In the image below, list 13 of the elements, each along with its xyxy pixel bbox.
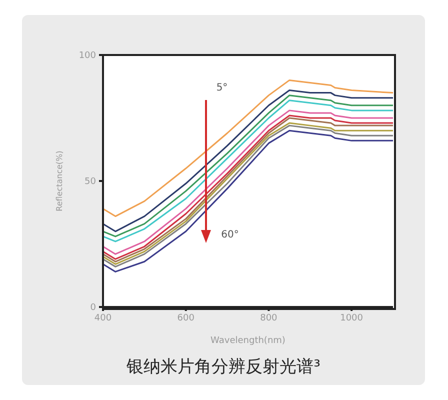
text: 银纳米片角分辨反射光谱³ <box>126 356 322 378</box>
x-tick-label: 600 <box>177 313 195 324</box>
y-tick-label: 50 <box>84 177 96 188</box>
x-tick-label: 800 <box>260 313 278 324</box>
x-tick-label: 1000 <box>340 313 364 324</box>
y-tick-label: 100 <box>78 51 96 62</box>
annotation: 5° <box>216 82 228 94</box>
y-tick-label: 0 <box>90 303 96 314</box>
annotation: 60° <box>221 230 239 241</box>
line-series <box>103 79 393 218</box>
x-tick-label: 400 <box>94 313 112 324</box>
y-axis-title: Reflectance(%) <box>54 150 64 212</box>
x-axis-title: Wavelength(nm) <box>210 336 286 346</box>
